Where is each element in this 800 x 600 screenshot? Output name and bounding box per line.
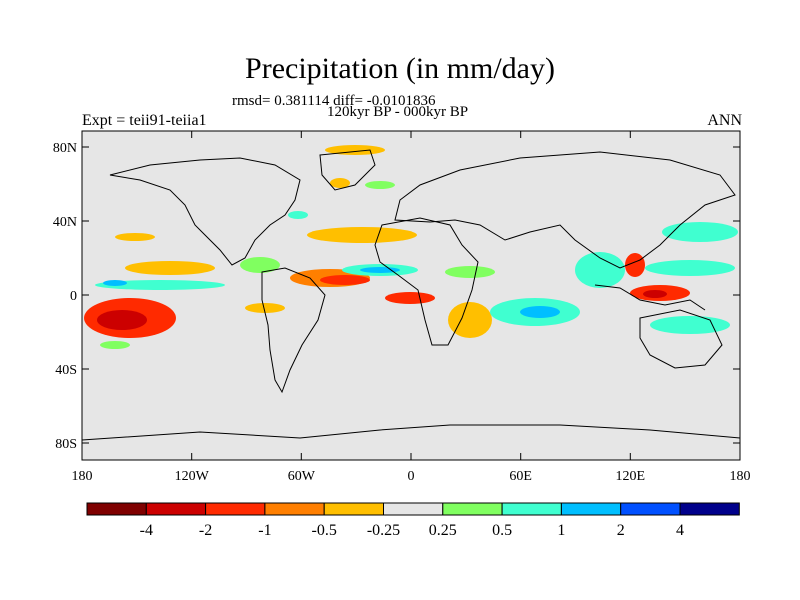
colorbar-swatch bbox=[620, 502, 681, 516]
antarctica-coast bbox=[82, 424, 740, 441]
lon-tick-label: 180 bbox=[72, 469, 93, 484]
colorbar: -4 -2 -1 -0.5 -0.25 0.25 0.5 1 2 4 bbox=[86, 502, 740, 539]
anomaly-africa-red bbox=[385, 292, 435, 304]
latitude-axis: 80N 40N 0 40S 80S bbox=[53, 141, 740, 452]
colorbar-swatch bbox=[86, 502, 147, 516]
stats-line: rmsd= 0.381114 diff= -0.0101836 bbox=[232, 93, 436, 109]
lat-tick-label: 0 bbox=[70, 289, 77, 304]
anomaly-south-pacific-darkred bbox=[97, 310, 147, 330]
anomaly-atlantic-orange bbox=[307, 227, 417, 243]
colorbar-label: -0.25 bbox=[367, 522, 400, 539]
period-line: 120kyr BP - 000kyr BP bbox=[327, 104, 469, 120]
plot-title: Precipitation (in mm/day) bbox=[245, 52, 555, 85]
coastlines bbox=[82, 149, 740, 441]
colorbar-label: 0.25 bbox=[429, 522, 457, 539]
colorbar-swatch bbox=[205, 502, 266, 516]
anomaly-pacific-itcz-teal bbox=[95, 280, 225, 290]
anomaly-north-atlantic-teal bbox=[288, 211, 308, 219]
anomaly-atlantic-itcz-red bbox=[320, 275, 370, 285]
experiment-label: Expt = teii91-teiia1 bbox=[82, 112, 207, 129]
lon-tick-label: 60E bbox=[509, 469, 532, 484]
anomaly-pacific-itcz-blue bbox=[103, 280, 127, 286]
colorbar-label: 0.5 bbox=[492, 522, 512, 539]
lon-tick-label: 0 bbox=[408, 469, 415, 484]
anomaly-north-pacific-band bbox=[115, 233, 155, 241]
greenland-coast bbox=[319, 149, 376, 191]
season-label: ANN bbox=[707, 112, 742, 129]
anomaly-atlantic-blue bbox=[360, 267, 400, 273]
anomaly-south-america-orange bbox=[245, 303, 285, 313]
maritime-continent-coast bbox=[594, 284, 706, 311]
anomaly-south-pacific-west-teal bbox=[650, 316, 730, 334]
colorbar-label: -4 bbox=[140, 522, 153, 539]
colorbar-label: -1 bbox=[258, 522, 271, 539]
anomaly-asia-red bbox=[625, 253, 645, 277]
anomaly-south-pacific-green bbox=[100, 341, 130, 349]
anomaly-central-america-green bbox=[240, 257, 280, 273]
north-america-coast bbox=[109, 157, 301, 266]
colorbar-swatch bbox=[442, 502, 503, 516]
lon-tick-label: 120W bbox=[175, 469, 210, 484]
colorbar-swatch bbox=[264, 502, 325, 516]
colorbar-swatch bbox=[501, 502, 562, 516]
colorbar-swatch bbox=[383, 502, 444, 516]
colorbar-label: 2 bbox=[617, 522, 625, 539]
anomaly-north-pacific-orange bbox=[125, 261, 215, 275]
south-america-coast bbox=[261, 267, 326, 394]
lat-tick-label: 40S bbox=[55, 363, 77, 378]
australia-coast bbox=[639, 309, 723, 369]
lat-tick-label: 80N bbox=[53, 141, 77, 156]
eurasia-coast bbox=[394, 151, 736, 269]
precip-anomaly-layer bbox=[84, 145, 738, 349]
anomaly-maritime-darkred bbox=[643, 290, 667, 298]
colorbar-swatch bbox=[323, 502, 385, 516]
lon-tick-label: 180 bbox=[730, 469, 751, 484]
anomaly-greenland-orange bbox=[330, 178, 350, 188]
longitude-axis: 180 120W 60W 0 60E 120E 180 bbox=[72, 131, 751, 484]
anomaly-africa-green bbox=[445, 266, 495, 278]
colorbar-swatch bbox=[145, 502, 207, 516]
colorbar-label: 1 bbox=[557, 522, 565, 539]
anomaly-southeast-asia-teal bbox=[575, 252, 625, 288]
colorbar-label: -2 bbox=[199, 522, 212, 539]
anomaly-indian-ocean-blue bbox=[520, 306, 560, 318]
africa-coast bbox=[374, 217, 479, 346]
anomaly-arctic-green bbox=[365, 181, 395, 189]
colorbar-swatch bbox=[560, 502, 622, 516]
anomaly-northwest-pacific-teal bbox=[662, 222, 738, 242]
lon-tick-label: 120E bbox=[616, 469, 646, 484]
colorbar-label: 4 bbox=[676, 522, 684, 539]
lat-tick-label: 40N bbox=[53, 215, 77, 230]
colorbar-label: -0.5 bbox=[312, 522, 337, 539]
lon-tick-label: 60W bbox=[288, 469, 316, 484]
lat-tick-label: 80S bbox=[55, 437, 77, 452]
colorbar-swatch bbox=[679, 502, 740, 516]
anomaly-west-pacific-teal bbox=[645, 260, 735, 276]
anomaly-south-africa-orange bbox=[448, 302, 492, 338]
